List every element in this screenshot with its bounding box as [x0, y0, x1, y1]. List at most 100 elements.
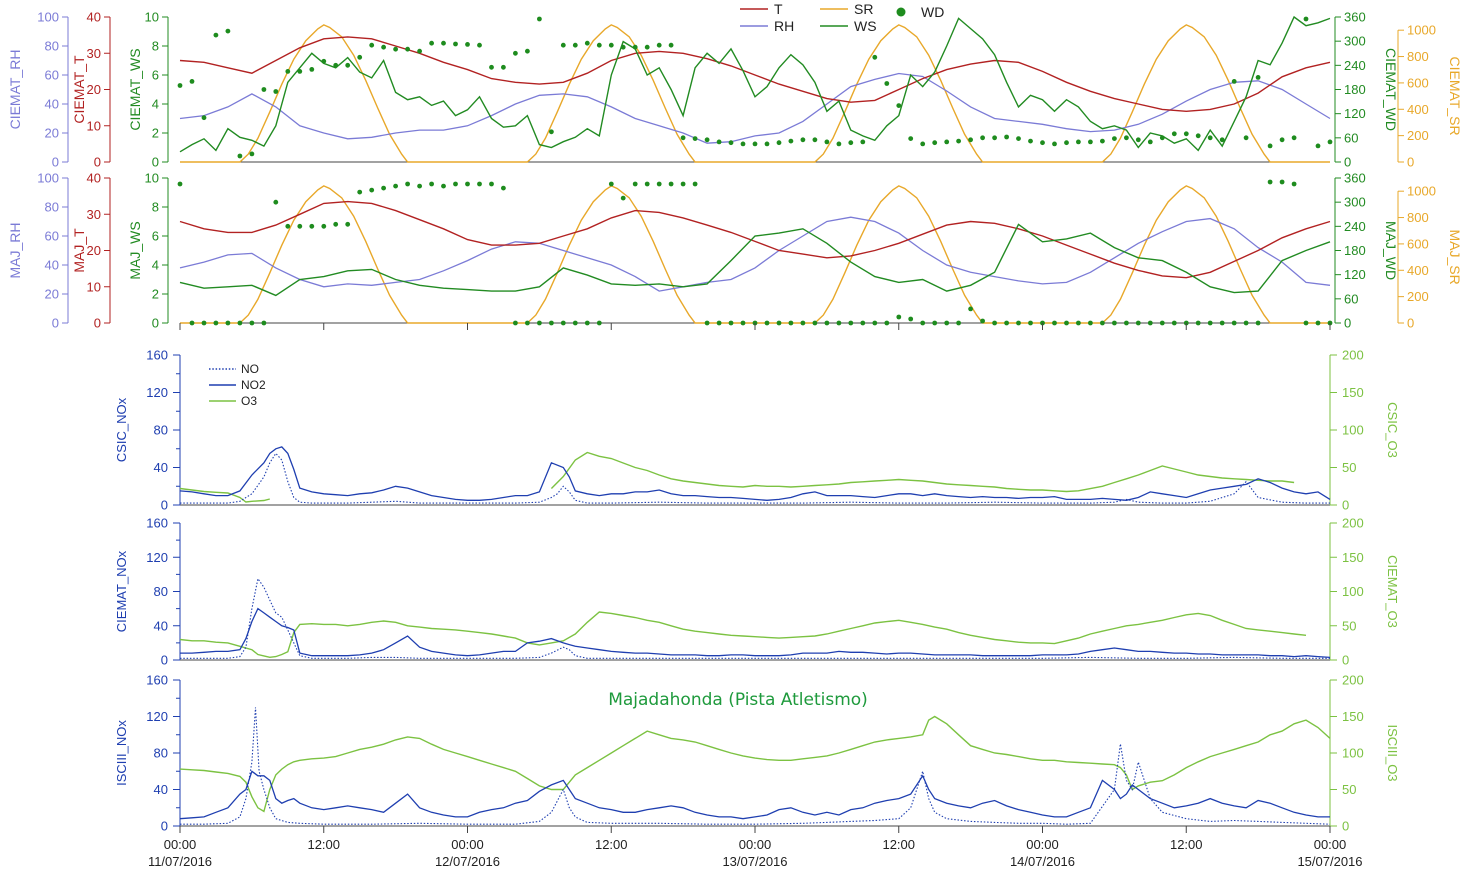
wd-point	[932, 320, 938, 326]
ws-tick-label: 2	[152, 126, 159, 141]
o3-tick-label: 200	[1342, 348, 1364, 363]
wd-point	[740, 141, 746, 147]
wd-point	[680, 181, 686, 187]
legend-label-wd: WD	[921, 4, 944, 20]
wd-point	[405, 46, 410, 52]
sr-tick-label: 800	[1407, 210, 1429, 225]
ws-tick-label: 6	[152, 229, 159, 244]
wd-point	[441, 183, 446, 189]
rh-axis: 0 20 40 60 80 100 MAJ_RH	[7, 171, 69, 331]
nox-axis-label: CSIC_NOx	[114, 397, 129, 462]
o3-tick-label: 50	[1342, 460, 1356, 475]
wd-point	[465, 181, 470, 187]
wd-point	[1279, 179, 1285, 185]
series-no	[180, 577, 1330, 659]
wd-point	[884, 81, 890, 86]
series-wd	[177, 16, 1333, 159]
wd-point	[572, 320, 578, 326]
wd-point	[1243, 135, 1249, 141]
legend-label-rh: RH	[774, 18, 794, 34]
series-o3	[179, 451, 1295, 503]
wd-point	[860, 139, 866, 145]
sr-tick-label: 1000	[1407, 23, 1436, 38]
wd-point	[405, 181, 410, 187]
wd-point	[608, 42, 614, 48]
nox-tick-label: 160	[146, 516, 168, 531]
wd-point	[1088, 139, 1093, 145]
time-tick-label: 00:00	[739, 837, 772, 852]
wd-point	[273, 199, 279, 205]
rh-tick-label: 20	[45, 287, 59, 302]
wd-point	[752, 141, 758, 147]
wd-point	[560, 320, 566, 326]
t-tick-label: 20	[87, 82, 101, 97]
date-tick-label: 11/07/2016	[148, 854, 212, 869]
wd-point	[453, 181, 458, 187]
wd-point	[1315, 320, 1321, 326]
wd-point	[1291, 181, 1297, 187]
wd-point	[992, 320, 997, 326]
sr-tick-label: 0	[1407, 155, 1414, 170]
wd-point	[860, 320, 866, 326]
rh-tick-label: 20	[45, 126, 59, 141]
series-wd	[177, 179, 1333, 326]
wd-point	[489, 64, 494, 70]
meteo-panel-maj: 0 20 40 60 80 100 MAJ_RH 0 10 20 30 40 MAJ_T 0 2 4 6 8 10 M…	[7, 171, 1460, 331]
wd-point	[956, 320, 961, 326]
wd-point	[632, 181, 638, 187]
sr-tick-label: 800	[1407, 49, 1429, 64]
rh-tick-label: 80	[45, 200, 59, 215]
wd-point	[908, 136, 914, 142]
pollutant-panels: 0 40 80 120 160 0 50 100 150 200 CSIC_NOx CSIC_O3 NO…	[114, 348, 1400, 834]
wd-point	[1135, 137, 1141, 143]
wd-point	[237, 153, 243, 159]
sr-tick-label: 0	[1407, 316, 1414, 331]
wd-point	[800, 137, 806, 143]
time-tick-label: 12:00	[1170, 837, 1203, 852]
o3-tick-label: 0	[1342, 819, 1349, 834]
wd-point	[1267, 179, 1273, 185]
nox-tick-label: 160	[146, 673, 168, 688]
wd-point	[465, 42, 470, 47]
wd-point	[177, 83, 183, 88]
wd-point	[1183, 131, 1189, 137]
legend-label-sr: SR	[854, 1, 873, 17]
nox-tick-label: 0	[161, 498, 168, 513]
ws-tick-label: 8	[152, 200, 159, 215]
wd-point	[680, 135, 686, 141]
time-tick-label: 00:00	[1026, 837, 1059, 852]
wd-point	[836, 141, 842, 147]
ws-tick-label: 2	[152, 287, 159, 302]
ws-axis-label: MAJ_WS	[127, 221, 143, 279]
series-no2	[180, 607, 1331, 659]
meteo-panels: 020406080100CIEMAT_RH010203040CIEMAT_T02…	[7, 10, 1460, 331]
wd-point	[728, 140, 734, 146]
wd-point	[453, 41, 458, 47]
o3-tick-label: 50	[1342, 782, 1356, 797]
series-rh	[179, 216, 1331, 292]
series-ws	[179, 223, 1331, 297]
wd-point	[836, 320, 842, 326]
series-no2	[179, 770, 1330, 820]
time-tick-label: 00:00	[164, 837, 197, 852]
wd-point	[692, 181, 698, 187]
wd-point	[393, 183, 398, 189]
wd-tick-label: 240	[1344, 219, 1366, 234]
date-tick-label: 13/07/2016	[722, 854, 787, 869]
rh-axis-label: CIEMAT_RH	[7, 50, 23, 130]
wd-point	[812, 137, 818, 143]
pollutant-panel-csic: 0 40 80 120 160 0 50 100 150 200 CSIC_NOx CSIC_O3 NO…	[114, 348, 1400, 513]
wd-point	[824, 320, 830, 326]
wd-point	[1064, 140, 1069, 146]
wd-point	[189, 79, 195, 84]
wd-point	[620, 44, 626, 50]
wd-point	[213, 320, 219, 326]
wd-point	[1207, 320, 1213, 326]
rh-tick-label: 80	[45, 39, 59, 54]
ws-tick-label: 10	[145, 171, 159, 186]
wd-point	[788, 138, 794, 144]
rh-axis: 0 20 40 60 80 100 CIEMAT_RH	[7, 10, 69, 170]
wd-point	[704, 320, 710, 326]
series-t	[179, 200, 1331, 279]
date-tick-label: 15/07/2016	[1297, 854, 1362, 869]
